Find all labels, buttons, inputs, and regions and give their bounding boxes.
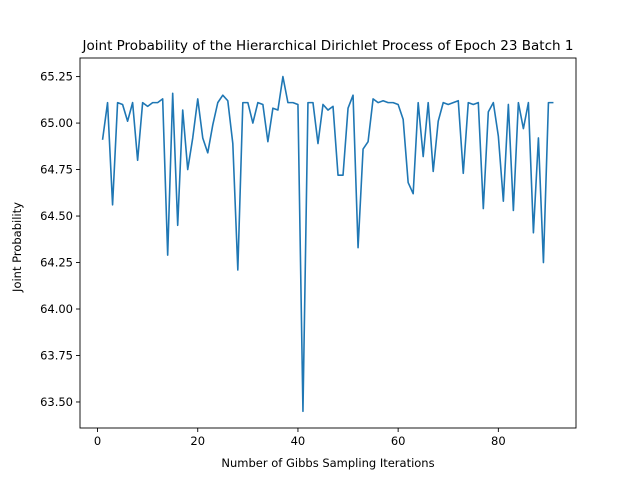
x-tick-label: 20	[190, 434, 205, 448]
y-axis-ticks: 63.50 63.75 64.00 64.25 64.50 64.75 65.00 65.25	[40, 70, 80, 409]
x-axis-label: Number of Gibbs Sampling Iterations	[221, 456, 434, 470]
x-tick-label: 80	[491, 434, 506, 448]
y-tick-label: 64.25	[40, 256, 73, 270]
x-tick-label: 60	[391, 434, 406, 448]
x-axis-ticks: 0 20 40 60 80	[94, 428, 506, 448]
chart-title: Joint Probability of the Hierarchical Di…	[82, 38, 574, 54]
series-line-0	[101, 75, 554, 413]
x-tick-label: 0	[94, 434, 101, 448]
y-tick-label: 64.75	[40, 163, 73, 177]
x-tick-label: 40	[291, 434, 306, 448]
y-tick-label: 63.50	[40, 395, 73, 409]
plot-frame	[79, 57, 577, 429]
y-axis-label: Joint Probability	[10, 202, 24, 293]
y-tick-label: 64.50	[40, 209, 73, 223]
y-tick-label: 65.00	[40, 116, 73, 130]
y-tick-label: 64.00	[40, 302, 73, 316]
y-tick-label: 63.75	[40, 348, 73, 362]
y-tick-label: 65.25	[40, 70, 73, 84]
plot-area	[79, 57, 577, 429]
